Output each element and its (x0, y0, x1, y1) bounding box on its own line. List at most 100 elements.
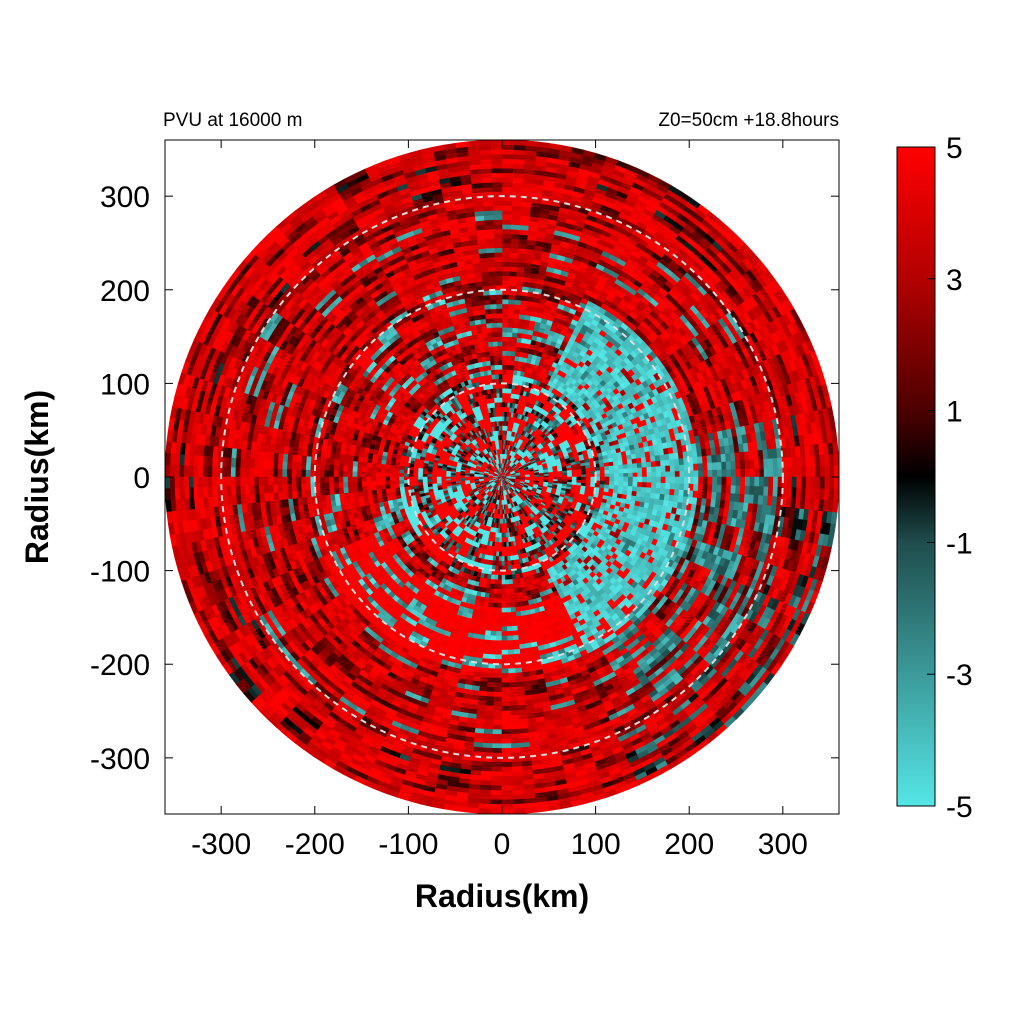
field-cell (398, 480, 405, 485)
field-cell (515, 476, 522, 479)
field-cell (375, 467, 381, 474)
field-cell (501, 364, 507, 370)
field-cell (389, 480, 395, 486)
field-cell (505, 359, 511, 366)
field-cell (497, 359, 503, 366)
field-cell (501, 359, 507, 366)
field-cell (492, 345, 498, 352)
field-cell (497, 364, 503, 370)
field-cell (436, 474, 442, 478)
field-cell (370, 481, 377, 487)
field-cell (499, 542, 503, 548)
field-cell (505, 355, 511, 361)
field-cell (543, 476, 550, 479)
field-cell (384, 480, 391, 486)
field-cell (375, 476, 381, 482)
field-cell (495, 565, 500, 571)
field-cell (497, 593, 503, 600)
field-cell (490, 574, 496, 581)
field-cell (498, 560, 503, 567)
field-cell (562, 476, 568, 480)
field-cell (498, 392, 503, 398)
field-cell (417, 470, 423, 475)
field-cell (501, 598, 507, 604)
field-cell (490, 579, 496, 585)
field-cell (495, 560, 500, 567)
field-cell (581, 473, 587, 478)
field-cell (412, 473, 419, 478)
field-cell (627, 462, 634, 469)
field-cell (497, 350, 503, 356)
pv-field (165, 140, 839, 814)
field-cell (493, 588, 499, 595)
field-cell (609, 472, 615, 478)
field-cell (493, 593, 499, 599)
field-cell (608, 487, 615, 493)
field-cell (498, 373, 503, 380)
field-cell (505, 584, 511, 590)
field-cell (613, 472, 620, 478)
field-cell (497, 354, 503, 361)
field-cell (501, 345, 507, 352)
field-cell (609, 468, 615, 474)
field-cell (389, 468, 395, 474)
field-cell (426, 476, 433, 480)
field-cell (613, 480, 620, 486)
field-cell (389, 476, 395, 482)
field-cell (499, 537, 503, 543)
field-cell (623, 476, 629, 482)
field-cell (510, 345, 517, 352)
field-cell (514, 346, 521, 353)
field-cell (585, 479, 592, 484)
field-cell (393, 476, 400, 482)
field-cell (609, 480, 615, 486)
field-cell (493, 584, 499, 590)
field-cell (384, 464, 391, 470)
field-cell (495, 556, 500, 562)
field-cell (509, 355, 516, 361)
field-cell (529, 476, 536, 479)
field-cell (497, 602, 503, 609)
field-cell (508, 373, 514, 380)
field-cell (426, 474, 433, 478)
field-cell (398, 476, 405, 481)
field-cell (618, 472, 625, 478)
field-cell (493, 359, 499, 366)
field-cell (497, 598, 503, 604)
field-cell (497, 345, 503, 352)
field-cell (393, 472, 400, 478)
field-cell (422, 473, 428, 478)
field-cell (398, 473, 405, 478)
field-cell (508, 369, 514, 375)
field-cell (557, 476, 564, 480)
field-cell (510, 602, 517, 609)
field-cell (370, 476, 377, 482)
field-cell (370, 462, 377, 469)
field-cell (599, 476, 606, 481)
field-cell (571, 479, 578, 483)
field-cell (504, 392, 509, 398)
field-cell (483, 601, 490, 608)
field-cell (394, 469, 400, 474)
field-cell (505, 574, 510, 581)
field-cell (604, 472, 611, 478)
field-cell (504, 387, 509, 394)
field-cell (501, 354, 507, 361)
field-cell (408, 473, 414, 478)
field-cell (494, 574, 499, 581)
field-cell (501, 350, 507, 356)
field-cell (492, 350, 499, 356)
field-cell (585, 476, 592, 481)
field-cell (497, 579, 503, 586)
field-cell (380, 480, 386, 486)
field-cell (613, 476, 620, 482)
field-cell (398, 465, 405, 471)
field-cell (440, 474, 447, 478)
field-cell (501, 397, 506, 403)
field-cell (501, 411, 505, 417)
field-cell (489, 588, 495, 595)
field-cell (512, 364, 518, 371)
field-cell (618, 484, 624, 491)
field-cell (375, 463, 382, 469)
field-cell (501, 368, 507, 375)
